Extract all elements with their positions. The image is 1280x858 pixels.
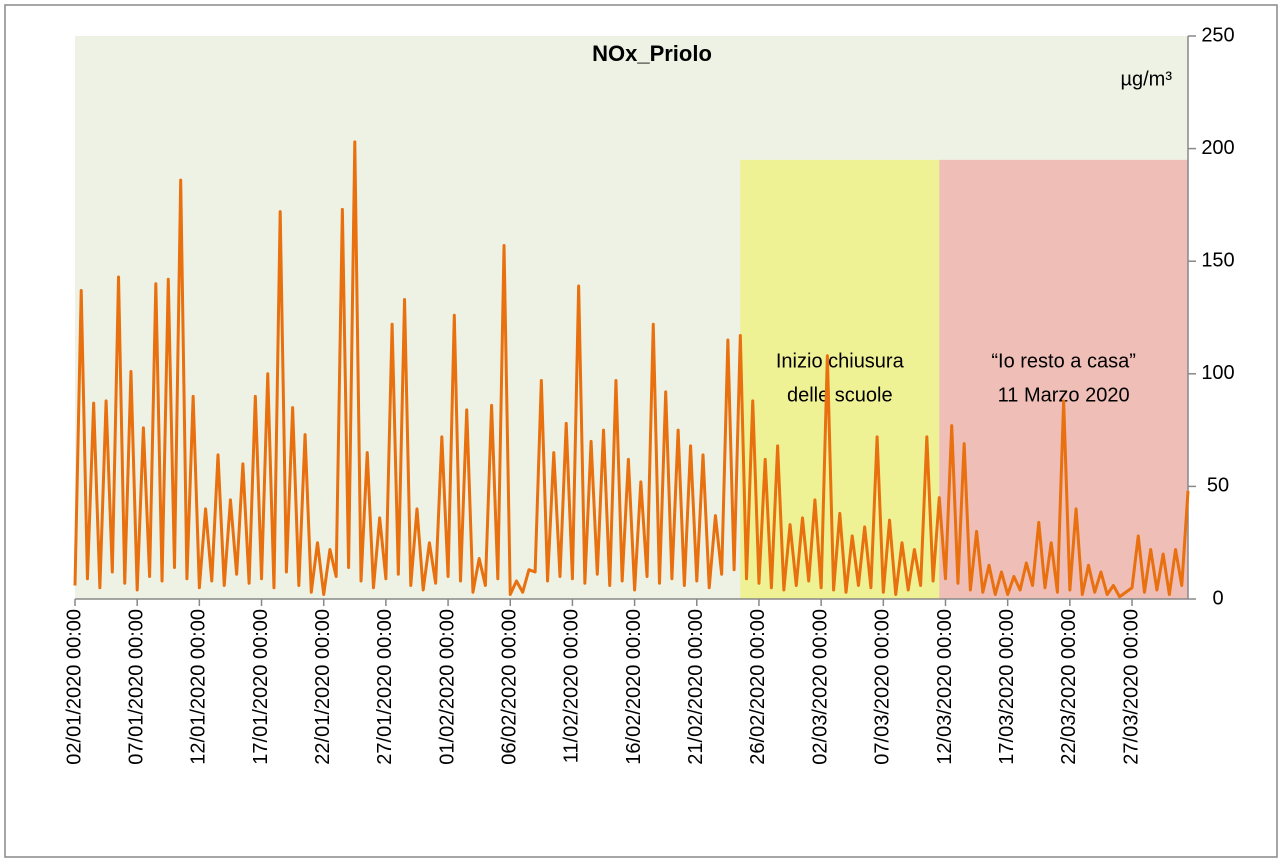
x-tick-label: 17/01/2020 00:00 [250,609,272,765]
x-tick-label: 01/02/2020 00:00 [436,609,458,765]
unit-label: µg/m³ [1120,68,1172,90]
chart-title: NOx_Priolo [592,41,712,66]
y-tick-label: 50 [1207,475,1229,497]
region-label: delle scuole [787,384,893,406]
x-tick-label: 17/03/2020 00:00 [996,609,1018,765]
y-tick-label: 0 [1212,587,1223,609]
region-label: Inizio chiusura [776,350,905,372]
x-tick-label: 06/02/2020 00:00 [499,609,521,765]
x-tick-label: 07/03/2020 00:00 [872,609,894,765]
x-tick-label: 26/02/2020 00:00 [747,609,769,765]
x-tick-label: 21/02/2020 00:00 [685,609,707,765]
region-label: “Io resto a casa” [991,350,1136,372]
x-tick-label: 27/01/2020 00:00 [374,609,396,765]
shaded-region [939,159,1188,600]
region-label: 11 Marzo 2020 [998,384,1130,406]
x-tick-label: 12/03/2020 00:00 [934,609,956,765]
x-tick-label: 02/01/2020 00:00 [63,609,85,765]
x-tick-label: 12/01/2020 00:00 [188,609,210,765]
x-tick-label: 16/02/2020 00:00 [623,609,645,765]
x-tick-label: 11/02/2020 00:00 [561,609,583,763]
x-tick-label: 07/01/2020 00:00 [125,609,147,765]
x-tick-label: 27/03/2020 00:00 [1120,609,1142,765]
x-tick-label: 22/01/2020 00:00 [312,609,334,765]
x-tick-label: 22/03/2020 00:00 [1058,609,1080,765]
data-line [73,140,1190,599]
y-tick-label: 150 [1201,249,1234,271]
x-tick-label: 02/03/2020 00:00 [809,609,831,765]
y-tick-label: 100 [1201,362,1234,384]
y-tick-label: 250 [1201,24,1234,46]
y-tick-label: 200 [1201,137,1234,159]
